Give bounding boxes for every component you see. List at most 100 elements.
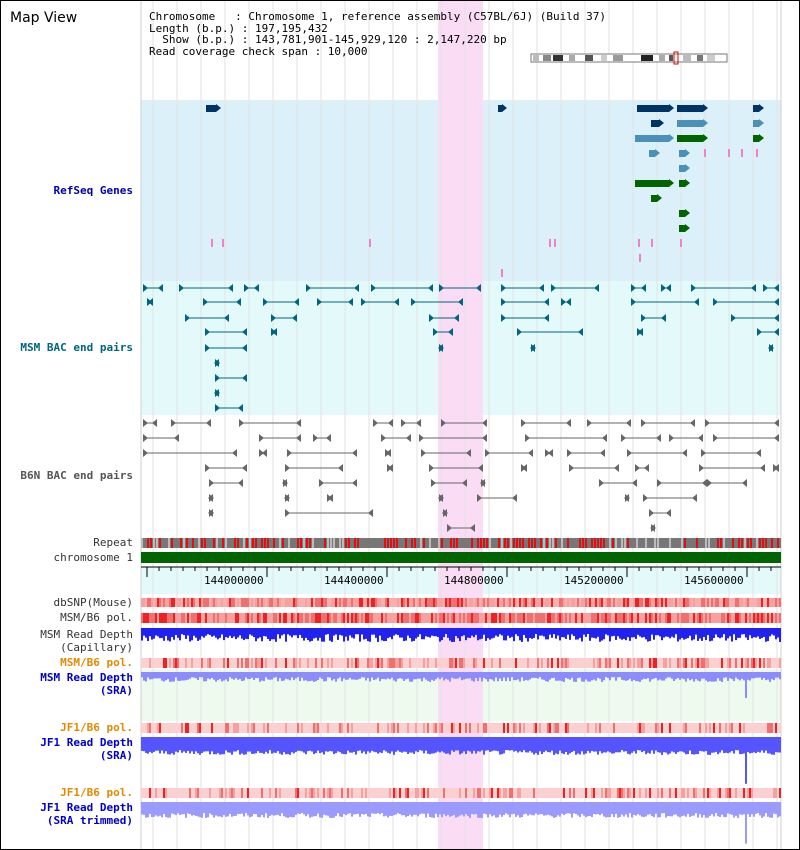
depth-bar [343,802,345,814]
heat-cell [301,788,303,798]
heat-cell [355,598,357,607]
heat-cell [301,658,303,668]
depth-bar [709,737,711,755]
msm-bac-pair-end [215,374,220,382]
heat-cell [655,598,657,607]
depth-bar [335,628,337,635]
depth-bar [739,802,741,815]
gene-feature [498,105,502,112]
heat-cell [267,598,269,607]
heat-cell [443,598,445,607]
heat-cell [505,788,507,798]
heat-cell [265,598,267,607]
dbsnp-label[interactable]: dbSNP(Mouse) [53,596,133,609]
depth-bar [699,802,701,815]
heat-cell [411,723,413,733]
depth-bar [723,672,725,678]
heat-cell [375,723,377,733]
depth-bar [173,802,175,815]
heat-cell [757,723,759,733]
heat-cell [277,723,279,733]
heat-cell [315,788,317,798]
msm-read-depth-capillary-label[interactable]: MSM Read Depth [40,628,133,641]
depth-bar [511,802,513,815]
depth-bar [289,802,291,817]
depth-bar [387,737,389,753]
depth-bar [179,672,181,681]
chromosome-bar[interactable] [141,552,781,563]
refseq-genes-track[interactable] [206,104,764,277]
heat-cell [697,613,699,623]
heat-cell [179,598,181,607]
depth-bar [563,672,565,682]
repeat-element [513,538,515,548]
heat-cell [463,613,465,623]
heat-cell [747,788,749,798]
depth-bar [559,737,561,751]
depth-bar [471,628,473,636]
heat-cell [183,658,185,668]
depth-bar [413,737,415,754]
msm-read-depth-sra-label[interactable]: MSM Read Depth [40,671,133,684]
depth-bar [573,628,575,637]
msm-bac-pair-end [631,298,636,306]
heat-cell [535,788,537,798]
heat-cell [509,613,511,623]
heat-cell [549,598,551,607]
depth-bar [383,672,385,679]
depth-bar [455,628,457,637]
heat-cell [325,613,327,623]
heat-cell [219,723,221,733]
heat-cell [617,723,619,733]
depth-tracks[interactable] [141,628,781,844]
depth-bar [201,802,203,818]
b6n-bac-track[interactable] [143,419,779,532]
repeat-element [762,538,764,548]
depth-bar [163,737,165,754]
repeat-element [696,538,698,548]
msm-bac-track[interactable] [143,284,779,412]
msm-b6-pol-sra-label[interactable]: MSM/B6 pol. [60,656,133,669]
jf1-read-depth-trimmed-label[interactable]: JF1 Read Depth [40,801,133,814]
heat-cell [205,598,207,607]
depth-bar [241,802,243,814]
heat-cell [669,723,671,733]
b6n-bac-label[interactable]: B6N BAC end pairs [20,469,133,482]
heat-cell [447,598,449,607]
depth-bar [181,737,183,753]
repeat-track[interactable] [141,538,781,548]
heat-cell [157,613,159,623]
depth-bar [711,672,713,682]
b6n-bac-pair-end [545,449,550,457]
depth-bar [285,802,287,818]
heat-cell [345,723,347,733]
heat-tracks[interactable] [141,598,781,798]
depth-bar [153,802,155,817]
b6n-bac-pair-end [774,464,779,472]
jf1-read-depth-sra-label[interactable]: JF1 Read Depth [40,736,133,749]
refseq-genes-label[interactable]: RefSeq Genes [53,184,133,197]
depth-bar [461,628,463,637]
depth-bar [219,737,221,755]
depth-bar [147,672,149,678]
depth-bar [323,737,325,755]
msm-b6-pol-label[interactable]: MSM/B6 pol. [60,611,133,624]
depth-bar [161,672,163,681]
depth-bar [353,628,355,639]
depth-bar [231,672,233,679]
heat-cell [309,598,311,607]
jf1-b6-pol-trimmed-label[interactable]: JF1/B6 pol. [60,786,133,799]
depth-bar [267,628,269,639]
heat-cell [703,788,705,798]
depth-bar [327,802,329,816]
heat-cell [225,788,227,798]
chromosome-ideogram[interactable] [530,51,728,65]
heat-cell [739,723,741,733]
jf1-b6-pol-label[interactable]: JF1/B6 pol. [60,721,133,734]
heat-cell [157,658,159,668]
depth-bar [389,737,391,754]
msm-bac-pair-end [638,328,643,336]
axis-tick-label: 144800000 [444,574,504,587]
msm-bac-label[interactable]: MSM BAC end pairs [20,341,133,354]
heat-cell [561,658,563,668]
